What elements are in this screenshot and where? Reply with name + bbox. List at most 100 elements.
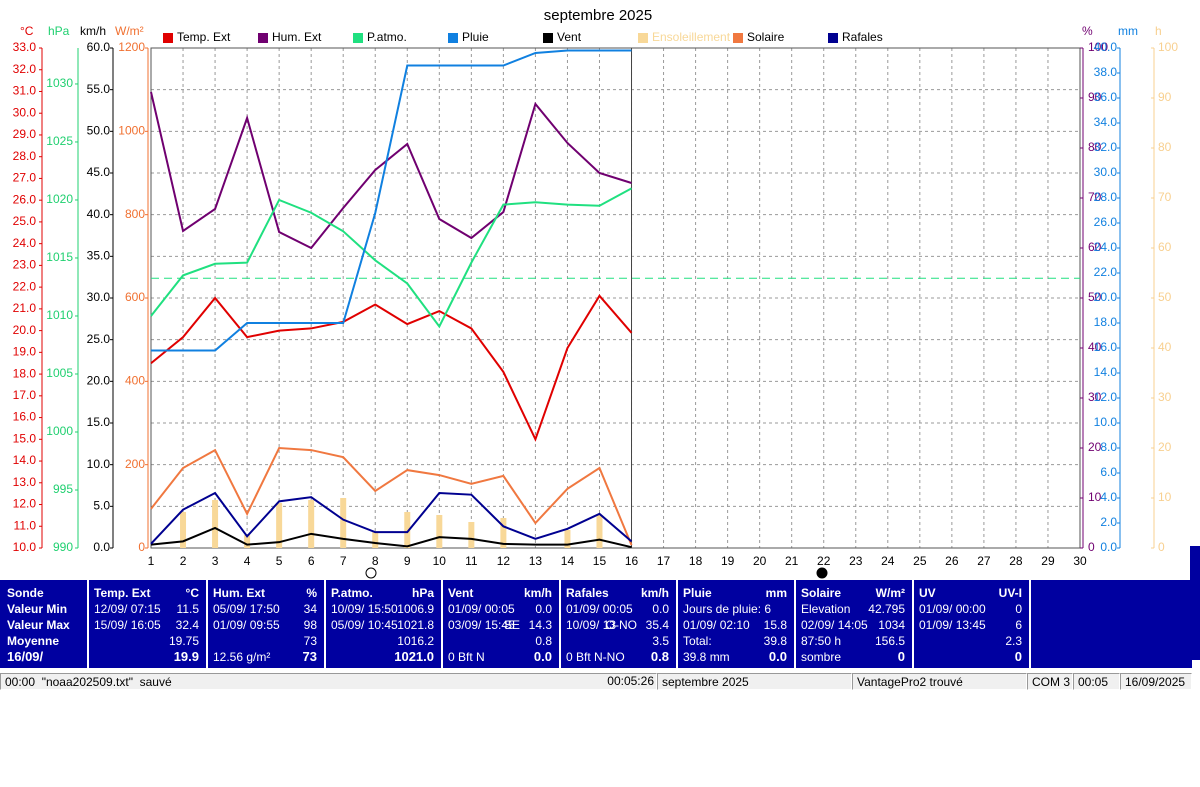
column-header: P.atmo. xyxy=(331,586,373,600)
y-tick-label: 30.0 xyxy=(13,105,37,119)
y-tick-label: 25.0 xyxy=(87,332,111,346)
y-tick-label: 14.0 xyxy=(1094,365,1118,379)
cell-text: 0 Bft N xyxy=(448,650,485,664)
cell-text: Jours de pluie: 6 xyxy=(683,602,772,616)
column-divider xyxy=(324,580,326,668)
x-tick-label: 17 xyxy=(657,554,671,568)
y-tick-label: 20.0 xyxy=(87,374,111,388)
column-unit: km/h xyxy=(640,586,669,600)
y-tick-label: 70 xyxy=(1158,190,1172,204)
cell-text: 10/09/ 15:50 xyxy=(331,602,398,616)
column-header: Solaire xyxy=(801,586,842,600)
y-tick-label: 40.0 xyxy=(1094,40,1118,54)
cell-text: 01/09/ 00:05 xyxy=(566,602,633,616)
cell-value: 1016.2 xyxy=(397,634,434,648)
row-label: 16/09/ xyxy=(7,649,44,664)
row-label: Valeur Max xyxy=(7,618,70,632)
y-tick-label: 21.0 xyxy=(13,301,37,315)
y-tick-label: 25.0 xyxy=(13,214,37,228)
cell-value: 0 xyxy=(1015,602,1022,616)
x-tick-label: 28 xyxy=(1009,554,1023,568)
column-unit: % xyxy=(306,586,317,600)
y-tick-label: 26.0 xyxy=(1094,215,1118,229)
y-tick-label: 2.0 xyxy=(1100,515,1117,529)
y-tick-label: 60 xyxy=(1158,240,1172,254)
column-unit: UV-I xyxy=(998,586,1022,600)
y-tick-label: 12.0 xyxy=(13,497,37,511)
y-tick-label: 1010 xyxy=(46,308,73,322)
y-tick-label: 995 xyxy=(53,482,73,496)
x-tick-label: 26 xyxy=(945,554,959,568)
y-tick-label: 1200 xyxy=(118,40,145,54)
y-tick-label: 0.0 xyxy=(93,540,110,554)
column-header: Hum. Ext xyxy=(213,586,266,600)
y-tick-label: 10 xyxy=(1088,490,1102,504)
axis-unit: km/h xyxy=(80,24,106,38)
y-tick-label: 60 xyxy=(1088,240,1102,254)
sunshine-bar xyxy=(468,522,475,548)
y-tick-label: 80 xyxy=(1158,140,1172,154)
y-tick-label: 24.0 xyxy=(1094,240,1118,254)
cell-value: 0.8 xyxy=(535,634,552,648)
y-tick-label: 1000 xyxy=(118,124,145,138)
x-tick-label: 21 xyxy=(785,554,799,568)
cell-text: 12/09/ 07:15 xyxy=(94,602,161,616)
column-divider xyxy=(87,580,89,668)
series-line xyxy=(150,91,632,250)
cell-text: Total: xyxy=(683,634,712,648)
y-tick-label: 600 xyxy=(125,290,145,304)
y-tick-label: 5.0 xyxy=(93,499,110,513)
x-tick-label: 22 xyxy=(817,554,831,568)
x-tick-label: 11 xyxy=(465,554,478,568)
side-strip xyxy=(1190,546,1200,660)
legend-label: Ensoleillement xyxy=(652,30,731,44)
status-elapsed: 00:05:26 xyxy=(607,674,654,688)
y-tick-label: 100 xyxy=(1158,40,1178,54)
axis-unit: h xyxy=(1155,24,1162,38)
x-tick-label: 13 xyxy=(529,554,543,568)
y-tick-label: 800 xyxy=(125,207,145,221)
sunshine-bar xyxy=(244,535,251,548)
cell-text: 01/09/ 00:00 xyxy=(919,602,986,616)
series-line xyxy=(151,49,632,352)
legend-swatch xyxy=(733,33,743,43)
y-tick-label: 90 xyxy=(1088,90,1102,104)
x-tick-label: 5 xyxy=(276,554,283,568)
sunshine-bar xyxy=(180,512,187,548)
y-tick-label: 8.0 xyxy=(1100,440,1117,454)
cell-direction: SE xyxy=(503,618,520,632)
y-tick-label: 0 xyxy=(138,540,145,554)
cell-text: 10/09/ 13 xyxy=(566,618,617,632)
y-tick-label: 18.0 xyxy=(1094,315,1118,329)
table-header: Sonde xyxy=(7,586,44,600)
status-cell: COM 3 xyxy=(1027,673,1073,690)
cell-text: 01/09/ 02:10 xyxy=(683,618,750,632)
sunshine-bar xyxy=(436,515,443,548)
sunshine-bar xyxy=(596,515,603,548)
y-tick-label: 14.0 xyxy=(13,453,37,467)
y-tick-label: 1015 xyxy=(46,250,73,264)
y-tick-label: 6.0 xyxy=(1100,465,1117,479)
cell-value: 0.0 xyxy=(535,602,552,616)
cell-value: 0.8 xyxy=(650,649,669,664)
cell-value: 0.0 xyxy=(533,649,552,664)
y-tick-label: 50 xyxy=(1158,290,1172,304)
y-tick-label: 1020 xyxy=(46,192,73,206)
cell-value: 15.8 xyxy=(763,618,787,632)
y-tick-label: 22.0 xyxy=(13,279,37,293)
column-header: Rafales xyxy=(566,586,609,600)
cell-text: 01/09/ 13:45 xyxy=(919,618,986,632)
legend-swatch xyxy=(828,33,838,43)
sunshine-bar xyxy=(340,498,347,548)
y-tick-label: 33.0 xyxy=(13,40,37,54)
y-tick-label: 23.0 xyxy=(13,258,37,272)
legend-swatch xyxy=(163,33,173,43)
x-tick-label: 25 xyxy=(913,554,927,568)
cell-value: 42.795 xyxy=(868,602,905,616)
x-tick-label: 20 xyxy=(753,554,767,568)
y-tick-label: 30 xyxy=(1158,390,1172,404)
series-line xyxy=(150,491,633,545)
cell-value: 32.4 xyxy=(175,618,199,632)
y-tick-label: 1000 xyxy=(46,424,73,438)
